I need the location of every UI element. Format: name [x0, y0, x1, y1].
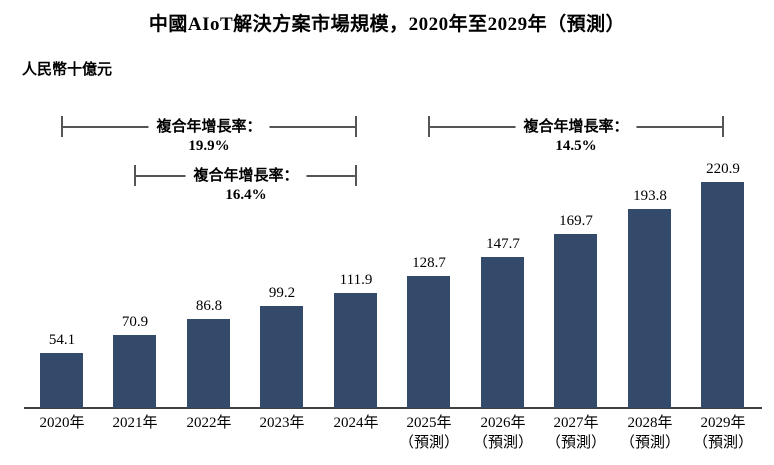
- x-axis-tick-label-line: 2028年: [627, 415, 673, 431]
- x-axis-tick-label: 2028年 （預測）: [620, 413, 680, 453]
- bar-2028年（預測）: [628, 209, 671, 408]
- x-axis-tick-label: 2021年: [112, 413, 157, 433]
- x-axis-tick-label-line: 2021年: [112, 415, 158, 431]
- cagr-label: 複合年增長率：: [148, 117, 270, 137]
- bar-value-label: 147.7: [486, 236, 520, 252]
- x-axis-tick-label: 2025年 （預測）: [399, 413, 459, 453]
- bar-value-label: 193.8: [633, 188, 667, 204]
- bar-value-label: 111.9: [339, 272, 373, 288]
- bar-2022年: [187, 319, 230, 408]
- x-axis-tick-label-line: 2022年: [186, 415, 232, 431]
- x-axis-tick-label-line: （預測）: [472, 435, 534, 451]
- x-axis-tick-label-line: （預測）: [692, 435, 754, 451]
- cagr-value: 19.9%: [188, 138, 230, 154]
- bar-2024年: [334, 293, 377, 408]
- x-axis-tick-label: 2029年 （預測）: [693, 413, 753, 453]
- bar-2023年: [260, 306, 303, 408]
- cagr-label: 複合年增長率：: [185, 166, 307, 186]
- chart-title: 中國AIoT解決方案市場規模，2020年至2029年（預測）: [148, 14, 626, 35]
- bar-2025年（預測）: [407, 276, 450, 408]
- bar-2029年（預測）: [701, 182, 744, 408]
- bar-value-label: 128.7: [412, 255, 446, 271]
- x-axis-tick-label-line: 2025年: [406, 415, 452, 431]
- x-axis-tick-label-line: 2023年: [259, 415, 305, 431]
- x-axis-tick-label-line: 2029年: [700, 415, 746, 431]
- x-axis-line: [24, 407, 762, 409]
- x-axis-tick-label: 2027年 （預測）: [546, 413, 606, 453]
- cagr-bracket-tick: [134, 165, 136, 186]
- cagr-label: 複合年增長率：: [515, 117, 637, 137]
- bar-2027年（預測）: [554, 234, 597, 408]
- x-axis-tick-label-line: 2024年: [333, 415, 379, 431]
- x-axis-tick-label: 2024年: [333, 413, 378, 433]
- cagr-bracket-tick: [722, 116, 724, 137]
- x-axis-tick-label: 2026年 （預測）: [473, 413, 533, 453]
- cagr-value: 16.4%: [225, 187, 267, 203]
- bar-2020年: [40, 353, 83, 408]
- x-axis-tick-label: 2023年: [259, 413, 304, 433]
- x-axis-tick-label-line: （預測）: [545, 435, 607, 451]
- bar-value-label: 86.8: [195, 298, 223, 314]
- cagr-bracket-tick: [355, 116, 357, 137]
- cagr-bracket-tick: [428, 116, 430, 137]
- x-axis-tick-label-line: 2027年: [553, 415, 599, 431]
- x-axis-tick-label-line: （預測）: [398, 435, 460, 451]
- x-axis-tick-label-line: 2020年: [39, 415, 85, 431]
- cagr-value: 14.5%: [555, 138, 597, 154]
- bar-value-label: 54.1: [48, 332, 76, 348]
- bar-2021年: [113, 335, 156, 408]
- cagr-bracket-tick: [355, 165, 357, 186]
- bar-value-label: 169.7: [559, 213, 593, 229]
- x-axis-tick-label-line: 2026年: [480, 415, 526, 431]
- bar-2026年（預測）: [481, 257, 524, 408]
- y-axis-unit-label: 人民幣十億元: [22, 62, 113, 78]
- bar-value-label: 70.9: [121, 314, 149, 330]
- bar-value-label: 99.2: [268, 285, 296, 301]
- x-axis-tick-label: 2020年: [39, 413, 84, 433]
- x-axis-tick-label: 2022年: [186, 413, 231, 433]
- bar-value-label: 220.9: [706, 161, 740, 177]
- cagr-bracket-tick: [61, 116, 63, 137]
- x-axis-tick-label-line: （預測）: [619, 435, 681, 451]
